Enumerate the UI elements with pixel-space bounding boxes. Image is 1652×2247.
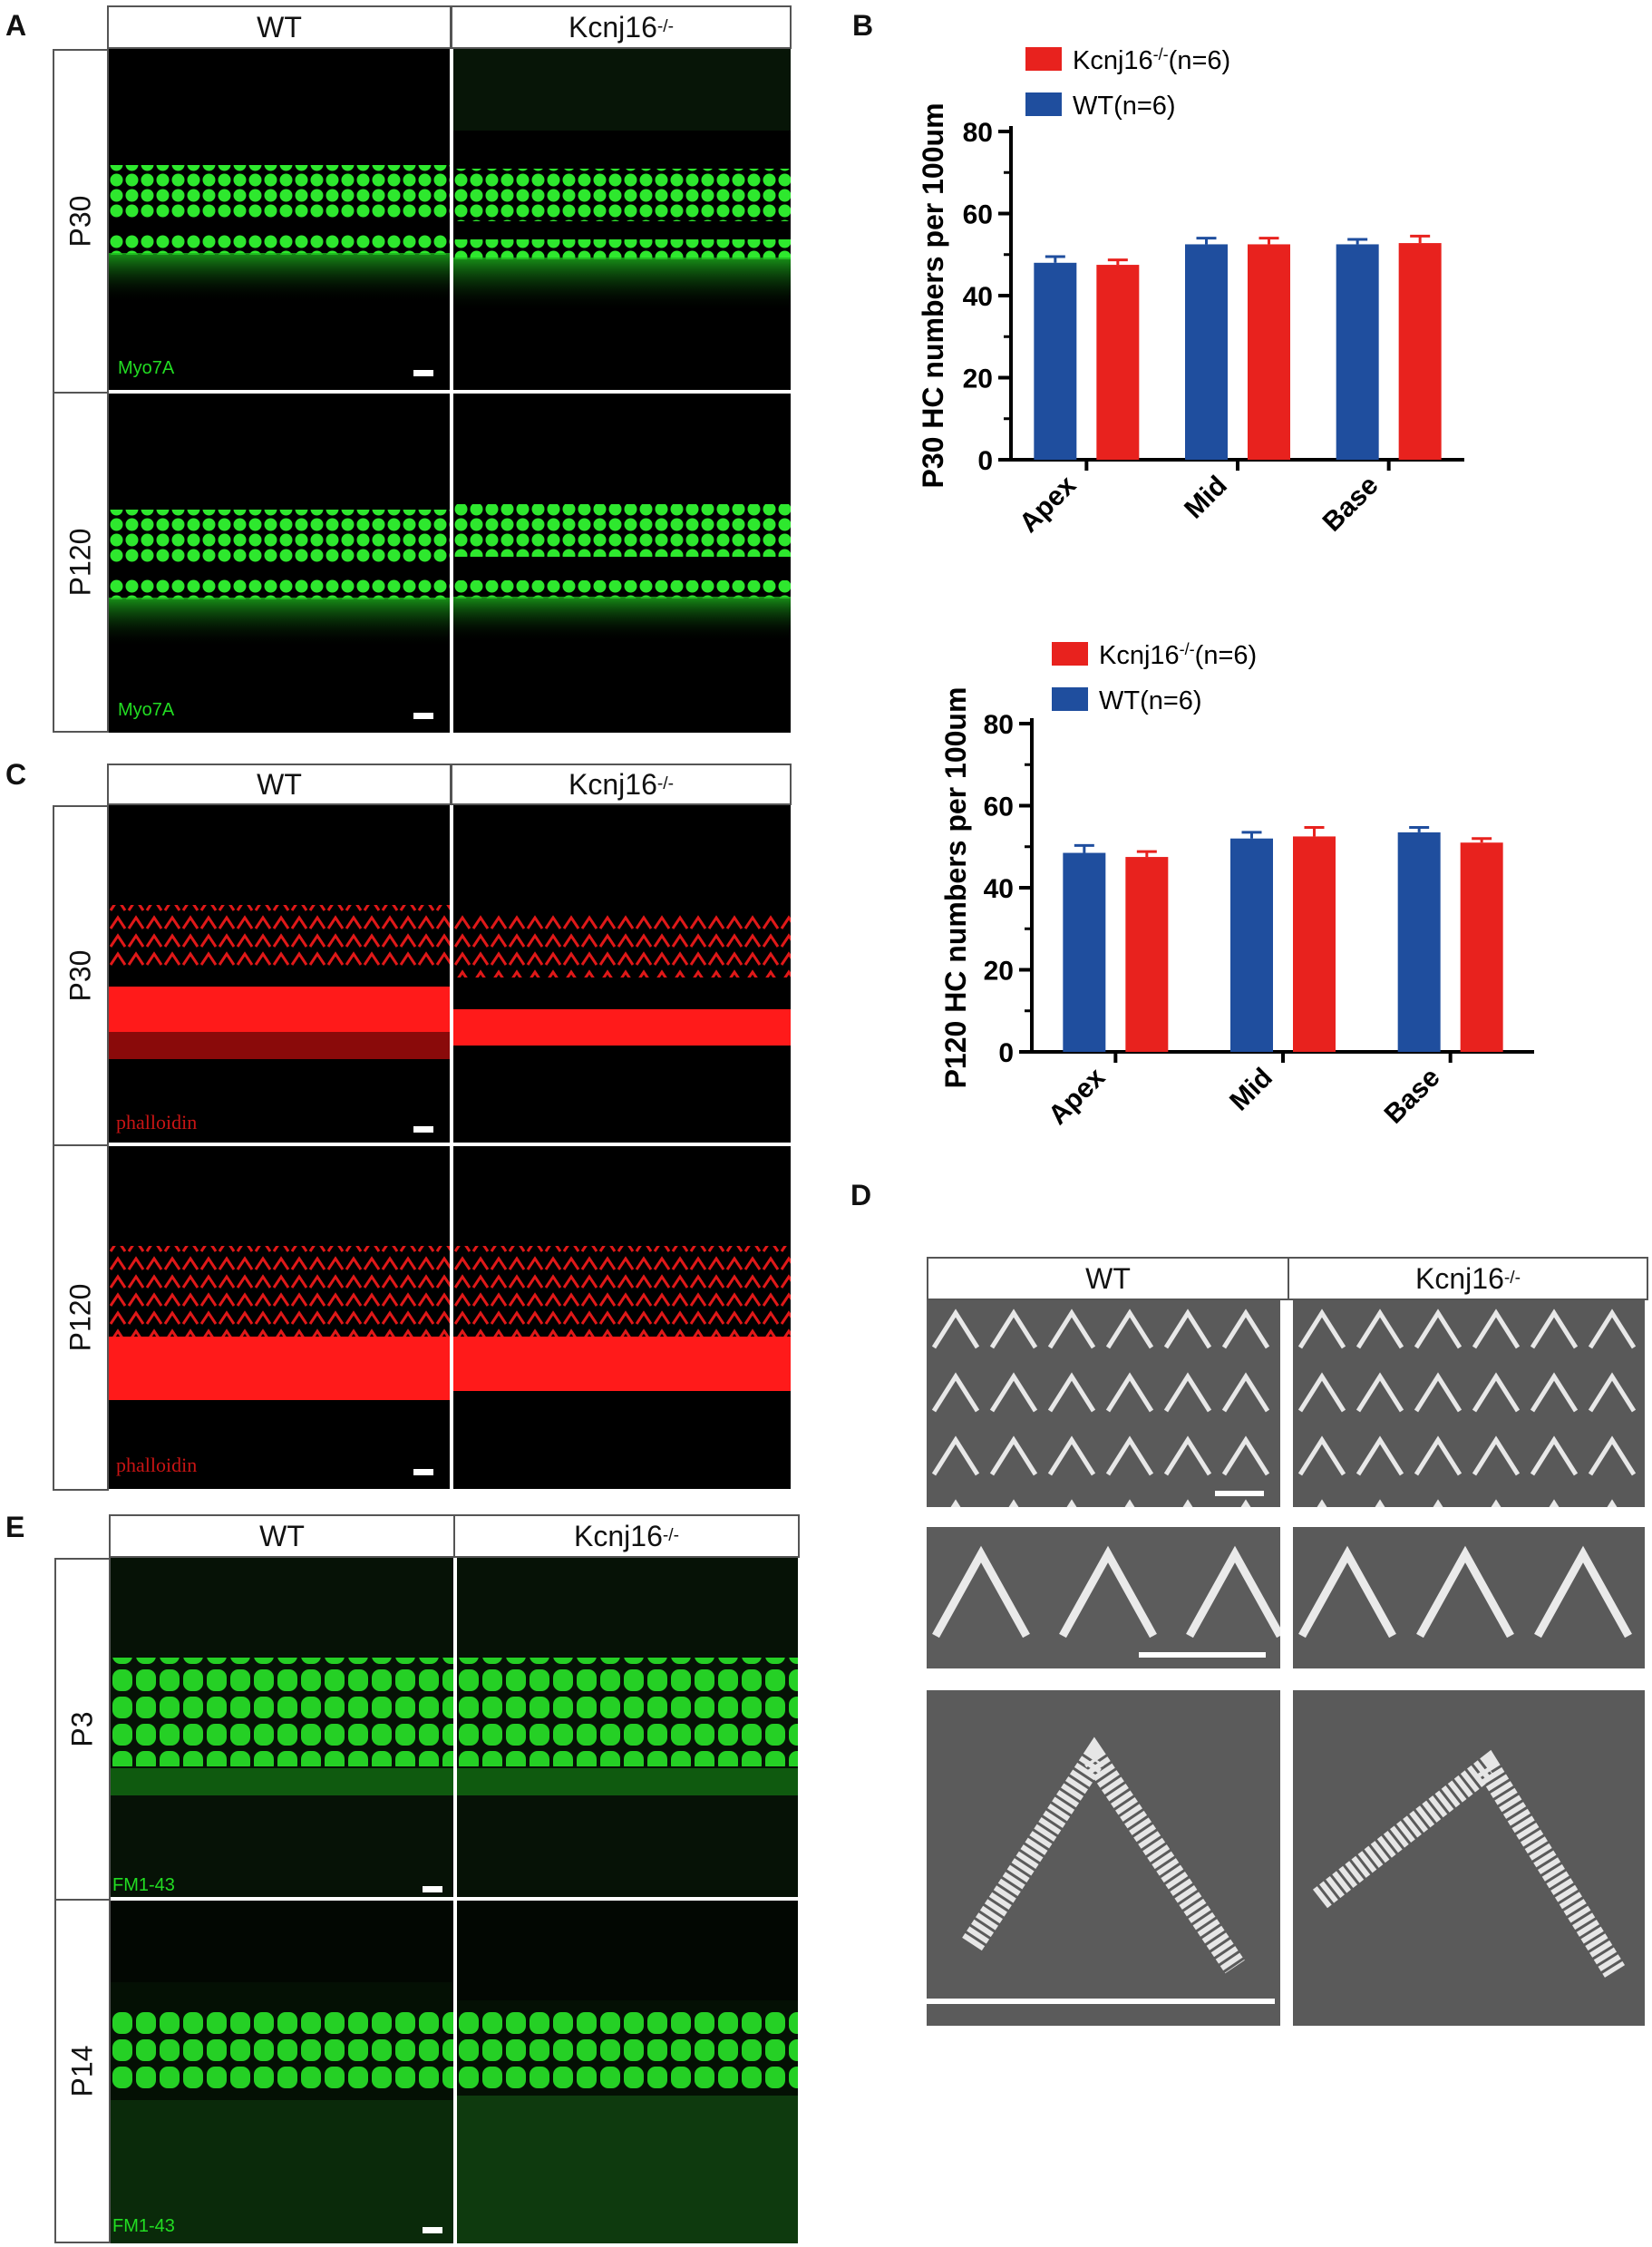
column-header-wt: WT: [927, 1257, 1289, 1300]
bar-mid-0: [1230, 838, 1273, 1052]
scale-bar: [1139, 1652, 1266, 1658]
legend-label: WT(n=6): [1099, 686, 1202, 715]
legend-swatch: [1025, 47, 1062, 71]
scale-bar: [413, 713, 433, 719]
stain-label-myo7a-p120: Myo7A: [118, 700, 175, 720]
y-tick-label: 40: [963, 282, 993, 312]
micrograph-fm143-wt-p14: [111, 1901, 453, 2243]
bar-apex-1: [1096, 265, 1140, 460]
scale-bar: [927, 1999, 1275, 2004]
scale-bar: [423, 1886, 442, 1892]
y-tick-label: 60: [963, 200, 993, 230]
bar-base-1: [1398, 243, 1442, 460]
bar-base-0: [1336, 244, 1379, 460]
micrograph-phalloidin-wt-p30: [109, 805, 450, 1143]
column-header-kcnj16: Kcnj16 -/-: [453, 1514, 800, 1558]
micrograph-fm143-wt-p3: [111, 1558, 453, 1897]
sem-image-kcnj16-high: [1293, 1690, 1645, 2026]
y-tick-label: 40: [984, 874, 1014, 904]
row-label-p30: P30: [53, 805, 109, 1146]
sem-image-wt-medium: [927, 1527, 1280, 1668]
y-tick-label: 20: [984, 957, 1014, 987]
bar-apex-0: [1034, 262, 1077, 460]
stain-label-myo7a-p30: Myo7A: [118, 358, 175, 378]
row-label-p120: P120: [53, 392, 109, 733]
sem-image-wt-overview: [927, 1300, 1280, 1507]
legend-swatch: [1025, 92, 1062, 116]
y-axis-label: P30 HC numbers per 100um: [917, 102, 949, 488]
bar-apex-1: [1125, 857, 1169, 1052]
bar-base-0: [1397, 832, 1441, 1052]
column-header-wt: WT: [109, 1514, 455, 1558]
stain-label-phalloidin-p120: phalloidin: [116, 1454, 198, 1476]
sem-image-kcnj16-medium: [1293, 1527, 1645, 1668]
y-tick-label: 20: [963, 365, 993, 394]
micrograph-myo7a-wt-p120: [109, 394, 450, 733]
legend-label: Kcnj16-/-(n=6): [1099, 640, 1257, 670]
panel-label-a: A: [5, 9, 27, 42]
bar-apex-0: [1063, 852, 1106, 1052]
sem-image-kcnj16-overview: [1293, 1300, 1645, 1507]
scale-bar: [413, 1469, 433, 1475]
legend-label: Kcnj16-/-(n=6): [1073, 45, 1230, 75]
legend-swatch: [1052, 687, 1088, 711]
scale-bar: [423, 2227, 442, 2233]
micrograph-fm143-kcnj16-p3: [457, 1558, 798, 1897]
micrograph-fm143-kcnj16-p14: [457, 1901, 798, 2243]
legend-label: WT(n=6): [1073, 92, 1176, 121]
scale-bar: [413, 370, 433, 376]
column-header-kcnj16: Kcnj16 -/-: [451, 764, 792, 805]
panel-label-e: E: [5, 1511, 25, 1543]
row-label-p14: P14: [54, 1899, 111, 2243]
micrograph-phalloidin-kcnj16-p120: [453, 1146, 791, 1489]
y-tick-label: 0: [998, 1038, 1014, 1068]
micrograph-myo7a-wt-p30: [109, 49, 450, 390]
stain-label-fm143-p14: FM1-43: [112, 2216, 175, 2236]
panel-label-c: C: [5, 758, 27, 791]
row-label-p120: P120: [53, 1144, 109, 1491]
panel-label-b: B: [852, 9, 874, 42]
scale-bar: [413, 1126, 433, 1133]
x-tick-label: Mid: [1179, 471, 1233, 525]
x-tick-label: Mid: [1224, 1063, 1278, 1117]
sem-image-wt-high: [927, 1690, 1280, 2026]
y-tick-label: 0: [977, 446, 993, 476]
x-tick-label: Base: [1317, 471, 1385, 538]
panel-label-d: D: [850, 1179, 872, 1211]
bar-mid-1: [1293, 836, 1336, 1052]
column-header-wt: WT: [107, 764, 452, 805]
stain-label-fm143-p3: FM1-43: [112, 1875, 175, 1895]
micrograph-phalloidin-wt-p120: [109, 1146, 450, 1489]
bar-base-1: [1460, 842, 1503, 1052]
bar-mid-0: [1185, 244, 1228, 460]
micrograph-myo7a-kcnj16-p30: [453, 49, 791, 390]
bar-charts: 0 20 40 60 80 P30 HC numbers per 100um Apex Mid…: [917, 45, 1534, 1131]
x-tick-label: Base: [1379, 1063, 1446, 1130]
y-tick-label: 80: [984, 710, 1014, 740]
y-axis-label: P120 HC numbers per 100um: [939, 687, 972, 1089]
y-tick-label: 60: [984, 793, 1014, 822]
x-tick-label: Apex: [1043, 1062, 1111, 1130]
column-header-kcnj16: Kcnj16 -/-: [1288, 1257, 1648, 1300]
scale-bar: [1215, 1491, 1264, 1496]
stain-label-phalloidin-p30: phalloidin: [116, 1111, 198, 1133]
micrograph-phalloidin-kcnj16-p30: [453, 805, 791, 1143]
y-tick-label: 80: [963, 118, 993, 148]
legend-swatch: [1052, 642, 1088, 666]
bar-mid-1: [1248, 244, 1290, 460]
micrograph-myo7a-kcnj16-p120: [453, 394, 791, 733]
row-label-p3: P3: [54, 1558, 111, 1901]
x-tick-label: Apex: [1014, 470, 1082, 538]
column-header-kcnj16: Kcnj16 -/-: [451, 5, 792, 49]
